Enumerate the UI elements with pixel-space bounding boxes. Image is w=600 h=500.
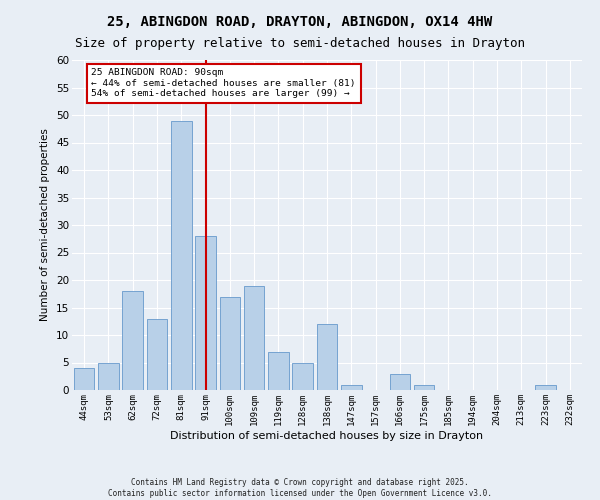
Bar [292, 362, 313, 390]
Y-axis label: Number of semi-detached properties: Number of semi-detached properties [40, 128, 50, 322]
Bar [98, 362, 119, 390]
Bar [341, 384, 362, 390]
Bar [220, 296, 240, 390]
Text: Size of property relative to semi-detached houses in Drayton: Size of property relative to semi-detach… [75, 38, 525, 51]
Bar [244, 286, 265, 390]
Bar [317, 324, 337, 390]
Bar [122, 291, 143, 390]
Bar [146, 318, 167, 390]
Bar [171, 120, 191, 390]
Text: Contains HM Land Registry data © Crown copyright and database right 2025.
Contai: Contains HM Land Registry data © Crown c… [108, 478, 492, 498]
Bar [414, 384, 434, 390]
Bar [195, 236, 216, 390]
Bar [389, 374, 410, 390]
X-axis label: Distribution of semi-detached houses by size in Drayton: Distribution of semi-detached houses by … [170, 430, 484, 440]
Bar [74, 368, 94, 390]
Bar [535, 384, 556, 390]
Text: 25 ABINGDON ROAD: 90sqm
← 44% of semi-detached houses are smaller (81)
54% of se: 25 ABINGDON ROAD: 90sqm ← 44% of semi-de… [91, 68, 356, 98]
Text: 25, ABINGDON ROAD, DRAYTON, ABINGDON, OX14 4HW: 25, ABINGDON ROAD, DRAYTON, ABINGDON, OX… [107, 15, 493, 29]
Bar [268, 352, 289, 390]
